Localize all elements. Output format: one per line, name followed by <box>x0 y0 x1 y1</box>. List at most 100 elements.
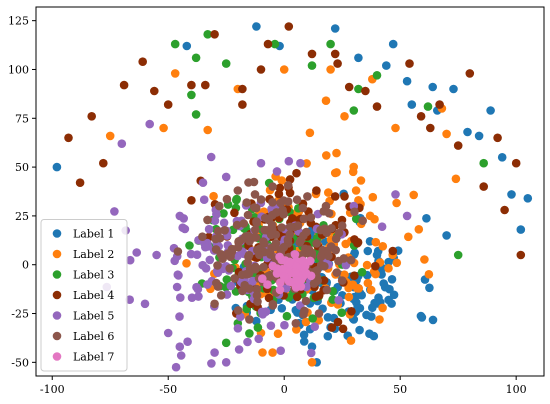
point-label-2 <box>371 237 381 247</box>
point-label-4 <box>347 307 356 316</box>
point-label-2 <box>368 192 378 202</box>
point-label-2 <box>365 211 375 221</box>
point-label-5 <box>193 284 203 294</box>
point-label-4 <box>516 250 526 260</box>
point-label-5 <box>284 156 294 166</box>
point-label-4 <box>187 80 196 90</box>
point-label-5 <box>125 255 135 265</box>
point-label-5 <box>306 348 316 358</box>
point-label-4 <box>187 196 196 205</box>
point-label-1 <box>422 214 431 223</box>
point-label-4 <box>138 57 147 66</box>
point-label-3 <box>245 329 254 338</box>
point-label-6 <box>252 245 262 255</box>
point-label-5 <box>207 359 216 368</box>
point-label-2 <box>378 303 387 313</box>
point-label-2 <box>203 125 212 135</box>
point-label-6 <box>225 264 234 273</box>
point-label-2 <box>356 176 366 185</box>
point-label-3 <box>253 323 263 332</box>
point-label-2 <box>344 292 354 302</box>
point-label-7 <box>290 250 300 259</box>
point-label-5 <box>176 293 185 302</box>
point-label-6 <box>312 239 322 248</box>
point-label-2 <box>209 191 218 201</box>
point-label-3 <box>357 267 367 277</box>
legend-label: Label 1 <box>73 228 114 241</box>
point-label-6 <box>298 203 308 213</box>
point-label-5 <box>296 158 305 168</box>
point-label-1 <box>428 315 438 325</box>
point-label-1 <box>362 310 371 320</box>
point-label-6 <box>299 214 309 224</box>
point-label-2 <box>182 259 191 268</box>
point-label-4 <box>163 100 173 109</box>
point-label-6 <box>316 252 326 262</box>
point-label-4 <box>340 192 349 201</box>
point-label-3 <box>337 308 347 318</box>
point-label-4 <box>264 293 274 303</box>
point-label-6 <box>320 224 329 233</box>
point-label-6 <box>240 280 249 290</box>
point-label-5 <box>276 346 286 356</box>
point-label-6 <box>253 297 262 306</box>
legend-label: Label 2 <box>73 248 114 261</box>
points-layer <box>52 22 533 372</box>
point-label-5 <box>198 178 208 187</box>
point-label-5 <box>226 281 236 291</box>
point-label-4 <box>292 168 301 178</box>
point-label-1 <box>449 84 458 94</box>
point-label-2 <box>391 123 400 133</box>
legend-frame <box>40 219 128 372</box>
point-label-4 <box>372 102 382 111</box>
legend: Label 1 Label 2 Label 3 Label 4 Label 5 Label… <box>40 219 128 372</box>
point-label-3 <box>479 158 489 168</box>
point-label-4 <box>256 65 266 74</box>
point-label-4 <box>150 86 159 96</box>
point-label-1 <box>463 127 472 137</box>
point-label-3 <box>185 241 194 250</box>
point-label-6 <box>222 194 232 204</box>
point-label-1 <box>52 162 62 172</box>
point-label-5 <box>183 337 192 347</box>
point-label-2 <box>273 329 283 339</box>
legend-marker <box>52 249 62 259</box>
point-label-6 <box>213 282 223 291</box>
point-label-3 <box>187 90 196 100</box>
point-label-5 <box>163 328 173 338</box>
point-label-6 <box>350 207 359 217</box>
point-label-6 <box>283 235 293 244</box>
point-label-4 <box>338 324 348 334</box>
point-label-5 <box>210 216 220 225</box>
point-label-1 <box>252 22 261 31</box>
point-label-6 <box>251 225 260 235</box>
point-label-3 <box>354 84 363 94</box>
point-label-3 <box>221 338 231 348</box>
point-label-6 <box>277 223 287 232</box>
legend-label: Label 5 <box>73 310 114 323</box>
point-label-6 <box>320 262 329 271</box>
point-label-6 <box>250 203 259 212</box>
point-label-5 <box>243 337 252 347</box>
point-label-6 <box>251 262 260 272</box>
point-label-2 <box>392 198 401 208</box>
point-label-6 <box>249 177 259 187</box>
point-label-4 <box>210 30 219 39</box>
point-label-4 <box>87 112 96 121</box>
point-label-6 <box>332 268 342 277</box>
point-label-2 <box>301 317 311 327</box>
y-tick-label: -25 <box>11 308 29 321</box>
point-label-6 <box>312 266 322 275</box>
point-label-2 <box>392 258 402 268</box>
point-label-1 <box>277 304 287 313</box>
point-label-4 <box>230 208 239 218</box>
point-label-5 <box>219 218 229 228</box>
point-label-6 <box>215 201 224 211</box>
point-label-1 <box>299 337 309 346</box>
point-label-6 <box>233 186 243 195</box>
legend-label: Label 4 <box>73 289 114 302</box>
point-label-6 <box>268 182 277 191</box>
point-label-4 <box>333 317 343 327</box>
point-label-3 <box>170 39 180 49</box>
point-label-7 <box>258 274 267 284</box>
